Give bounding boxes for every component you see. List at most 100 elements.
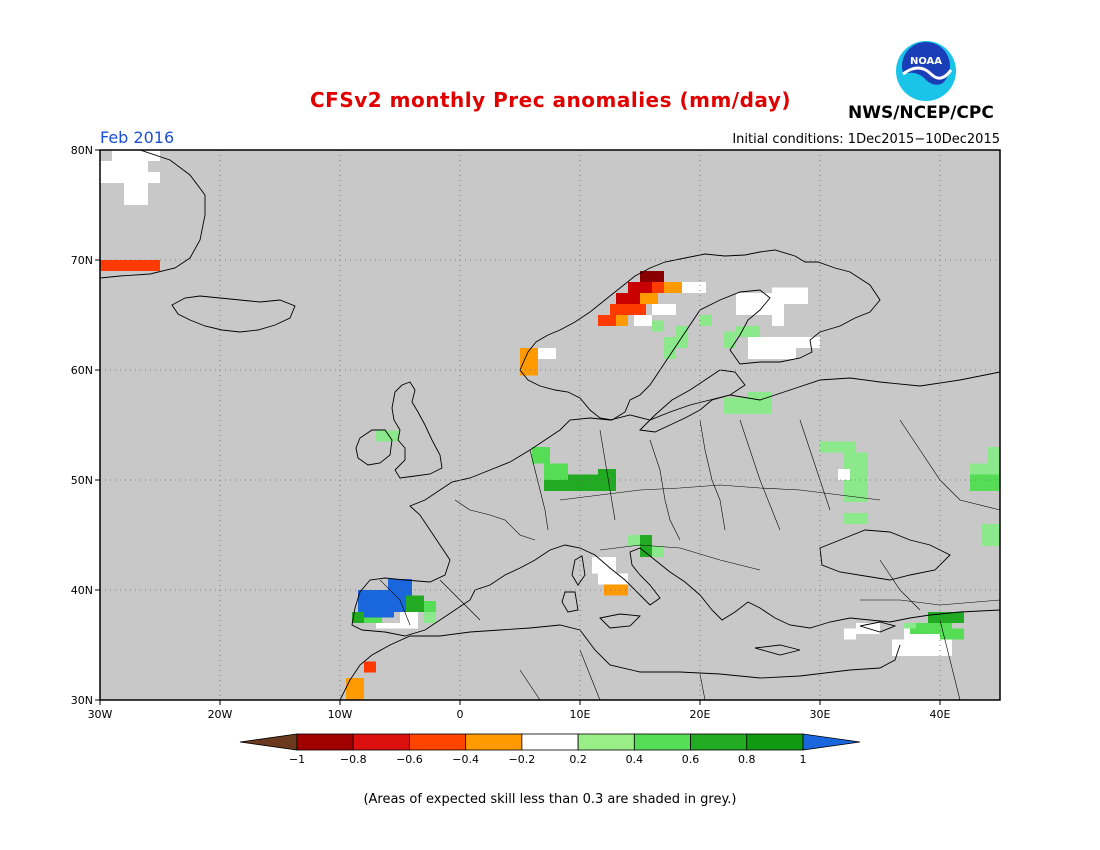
lon-tick-label: 20W [208, 708, 233, 721]
anomaly-cell [610, 304, 628, 315]
anomaly-cell [736, 293, 772, 315]
lat-tick-label: 60N [71, 364, 93, 377]
lon-tick-label: 0 [457, 708, 464, 721]
anomaly-cell [844, 513, 868, 524]
anomaly-cell [748, 392, 772, 403]
colorbar-tick-label: −0.8 [340, 753, 367, 766]
lon-tick-label: 10W [328, 708, 353, 721]
colorbar-bin [690, 733, 748, 751]
valid-month: Feb 2016 [100, 128, 175, 147]
anomaly-cell [346, 678, 364, 700]
anomaly-cell [544, 463, 568, 480]
colorbar-tick-label: 0.4 [626, 753, 644, 766]
anomaly-cell [796, 337, 820, 348]
anomaly-cell [904, 623, 916, 629]
anomaly-cell [928, 612, 964, 623]
colorbar-bin [633, 733, 691, 751]
anomaly-cell [364, 617, 382, 623]
anomaly-cell [628, 282, 652, 293]
colorbar-bin [239, 733, 298, 751]
lon-tick-label: 40E [930, 708, 951, 721]
map-border [99, 149, 1001, 701]
anomaly-cell [100, 260, 160, 271]
colorbar: −1 −0.8 −0.6 −0.4 −0.2 0.2 0.4 0.6 0.8 1 [239, 733, 861, 766]
anomaly-cell [634, 315, 652, 326]
anomaly-cell [364, 661, 376, 673]
anomaly-cell [598, 315, 616, 326]
anomaly-cell [652, 320, 664, 332]
anomaly-cell [910, 623, 952, 634]
anomaly-cell [628, 304, 646, 315]
map-fill [100, 150, 1000, 700]
anomaly-cell [970, 474, 1000, 491]
chart-title: CFSv2 monthly Prec anomalies (mm/day) [310, 88, 791, 112]
anomaly-cell [112, 150, 160, 161]
anomaly-cell [682, 282, 706, 293]
anomaly-cell [640, 535, 652, 557]
lon-tick-label: 30E [810, 708, 831, 721]
anomaly-cell [376, 430, 400, 442]
anomaly-cells [100, 150, 1000, 700]
anomaly-cell [772, 287, 808, 304]
anomaly-cell [406, 595, 424, 612]
colorbar-tick-label: −0.6 [396, 753, 423, 766]
anomaly-cell [652, 282, 664, 293]
anomaly-cell [982, 524, 1000, 546]
anomaly-cell [628, 535, 640, 546]
anomaly-cell [400, 612, 418, 629]
anomaly-cell [664, 282, 682, 293]
colorbar-bin [802, 733, 861, 751]
anomaly-cell [394, 601, 412, 612]
initial-conditions: Initial conditions: 1Dec2015−10Dec2015 [732, 132, 1000, 147]
anomaly-cell [598, 573, 628, 585]
anomaly-cell [352, 612, 364, 623]
anomaly-cell [940, 628, 964, 640]
anomaly-cell [100, 161, 148, 183]
lat-tick-label: 80N [71, 144, 93, 157]
anomaly-cell [124, 183, 148, 205]
noaa-logo: NOAA [895, 40, 957, 102]
anomaly-cell [664, 337, 676, 359]
map-ticks: 30W 20W 10W 0 10E 20E 30E 40E 30N 40N 50N 60N 70N 80N [71, 144, 951, 721]
colorbar-bin [521, 733, 579, 751]
anomaly-cell [424, 601, 436, 612]
noaa-logo-text: NOAA [910, 56, 942, 67]
anomaly-cell [520, 348, 538, 376]
anomaly-cell [616, 293, 640, 304]
anomaly-cell [844, 628, 856, 640]
lat-tick-label: 30N [71, 694, 93, 707]
colorbar-tick-label: −0.2 [509, 753, 536, 766]
anomaly-cell [424, 612, 436, 623]
anomaly-cell [640, 271, 664, 282]
colorbar-bin [577, 733, 635, 751]
colorbar-tick-label: 0.6 [682, 753, 700, 766]
skill-footnote: (Areas of expected skill less than 0.3 a… [363, 792, 737, 807]
lon-tick-label: 30W [88, 708, 113, 721]
anomaly-cell [838, 469, 850, 480]
anomaly-cell [532, 447, 550, 464]
map-background [100, 150, 1000, 700]
anomaly-cell [598, 469, 616, 491]
map-frame [99, 149, 1001, 701]
colorbar-bin [409, 733, 467, 751]
lat-tick-label: 50N [71, 474, 93, 487]
colorbar-bin [465, 733, 523, 751]
anomaly-cell [616, 315, 628, 326]
anomaly-cell [748, 337, 796, 359]
colorbar-bin [296, 733, 354, 751]
colorbar-tick-label: 0.8 [738, 753, 756, 766]
colorbar-tick-label: −0.4 [452, 753, 479, 766]
anomaly-cell [724, 331, 736, 348]
anomaly-cell [538, 348, 556, 359]
anomaly-cell [652, 304, 676, 315]
anomaly-cell [592, 557, 616, 574]
agency-label: NWS/NCEP/CPC [848, 103, 994, 123]
anomaly-cell [148, 172, 160, 183]
lat-tick-label: 40N [71, 584, 93, 597]
anomaly-cell [820, 441, 856, 453]
colorbar-tick-label: 0.2 [569, 753, 587, 766]
anomaly-cell [772, 304, 784, 326]
anomaly-cell [640, 293, 658, 304]
colorbar-bin [746, 733, 804, 751]
